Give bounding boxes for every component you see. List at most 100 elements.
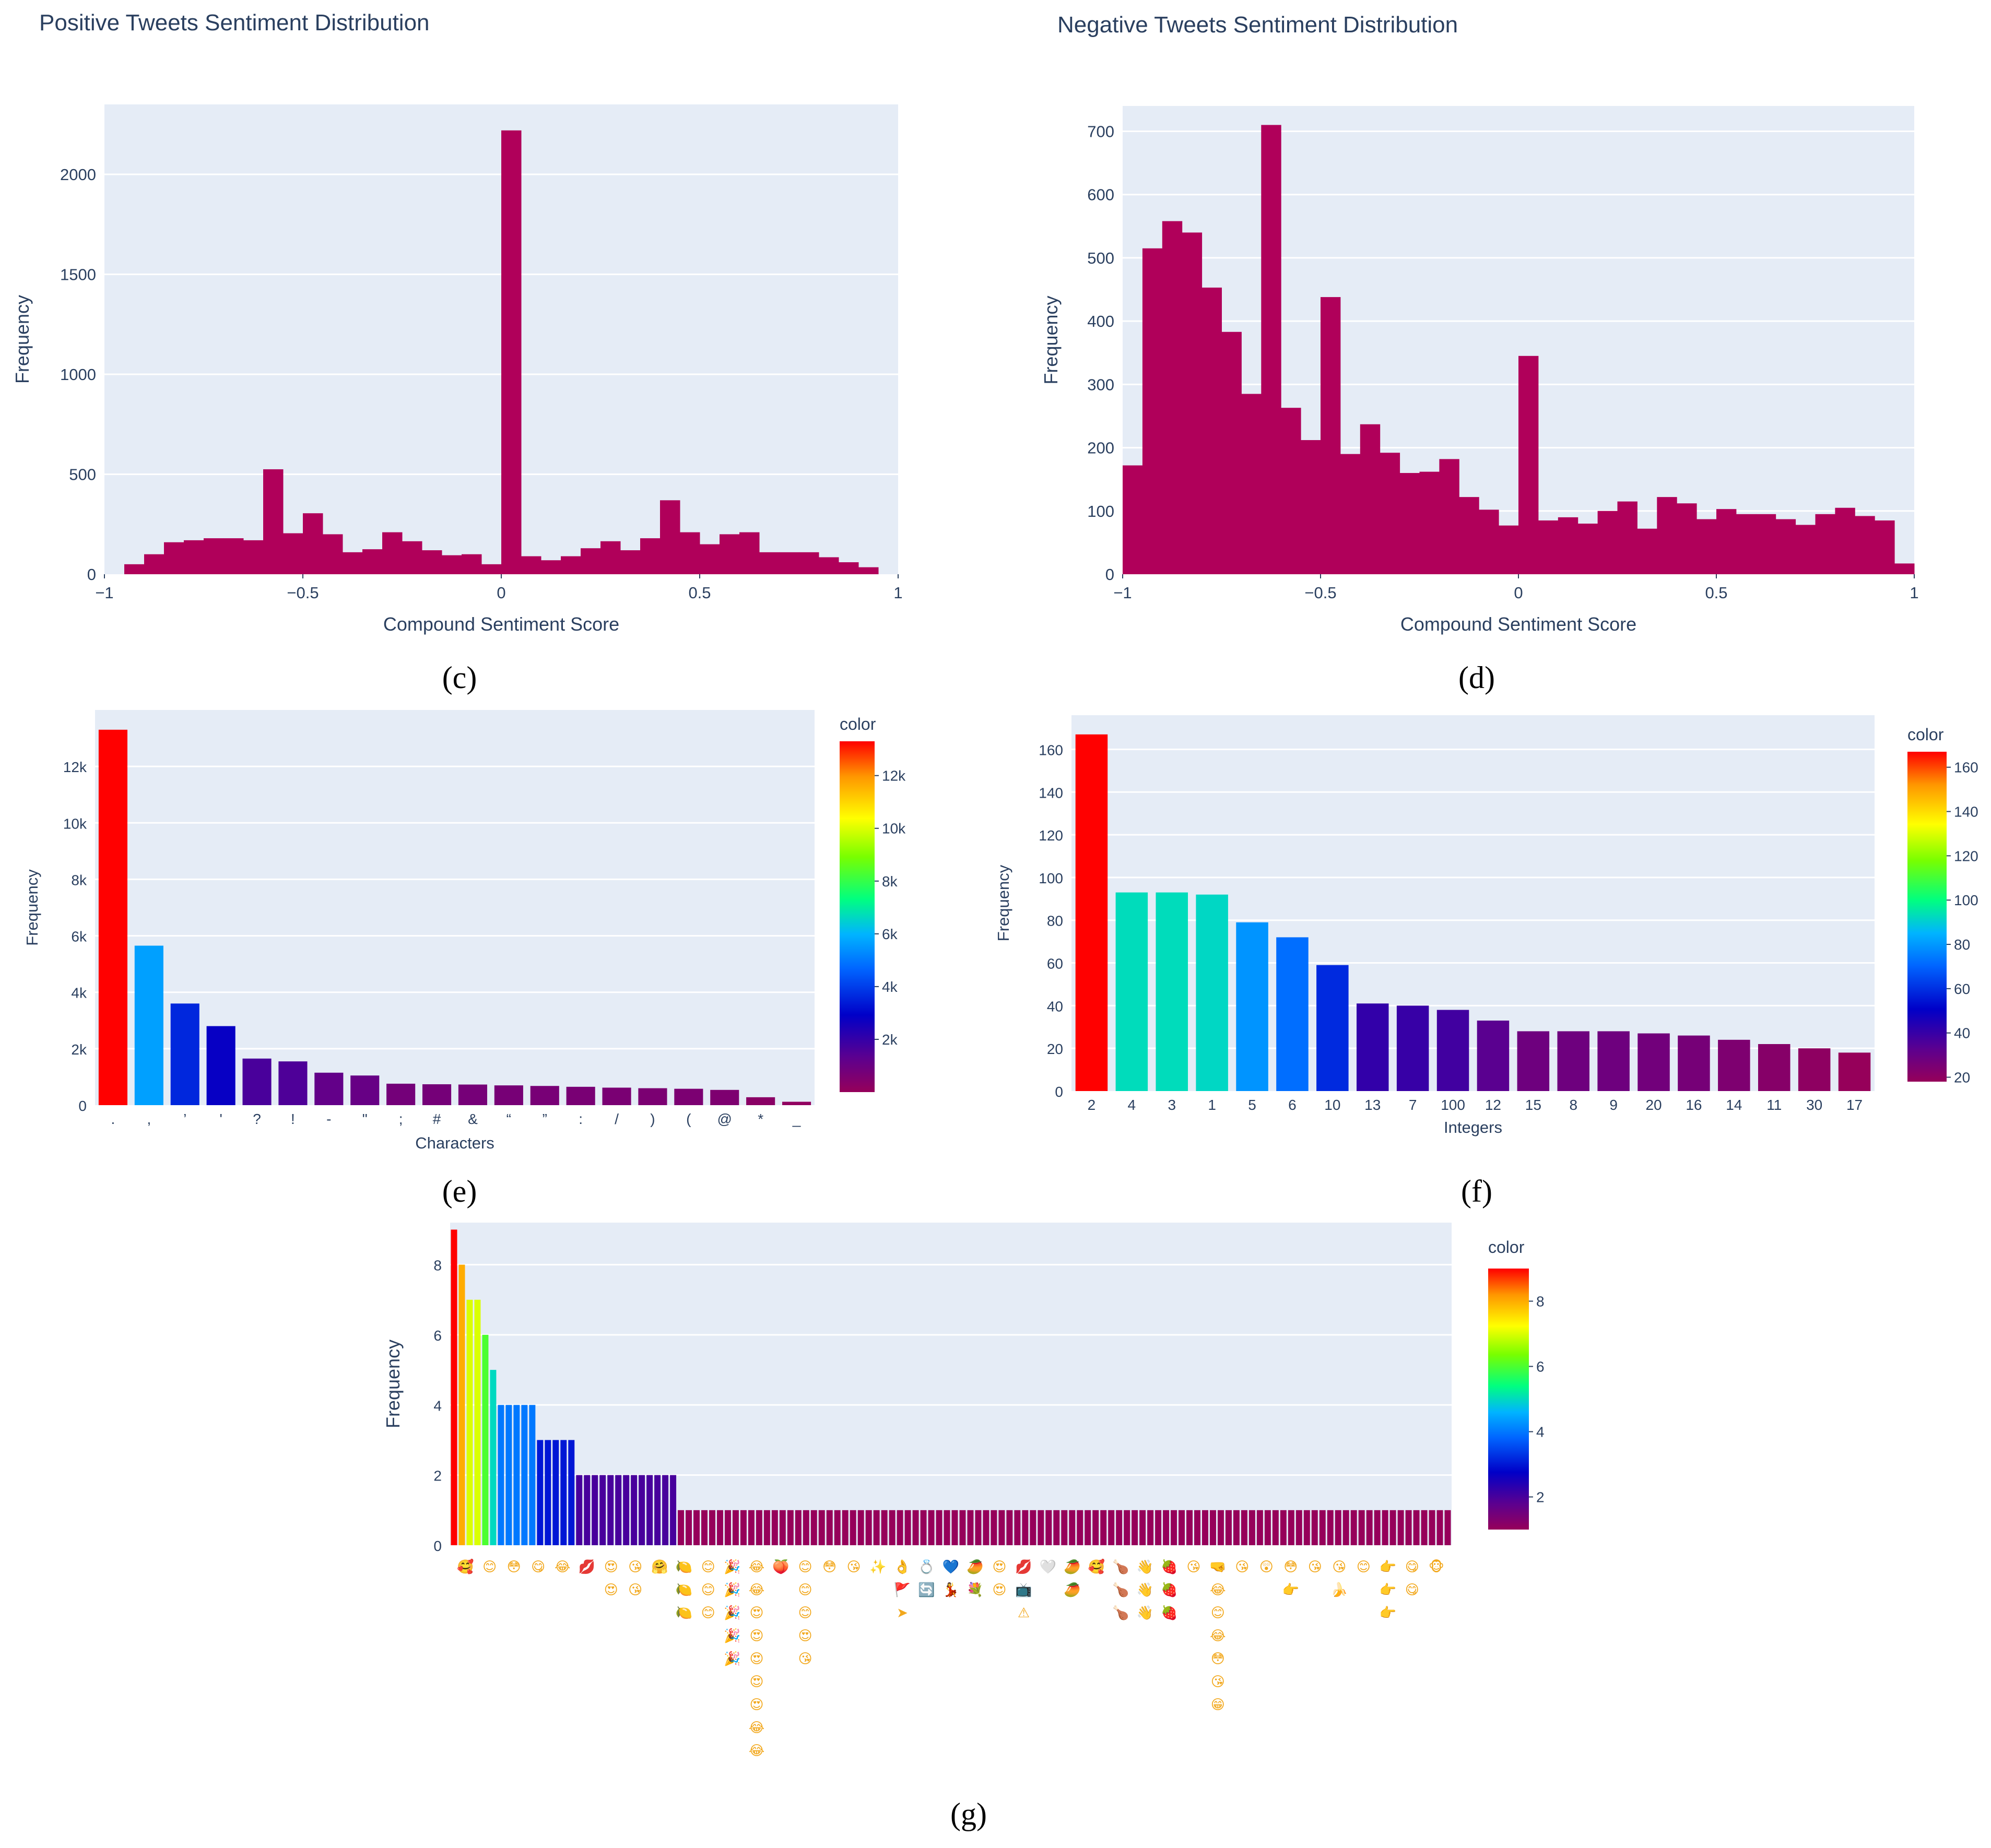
x-tick-emoji: 🐵	[1429, 1559, 1444, 1575]
panel-label: (e)	[442, 1174, 477, 1209]
x-tick-emoji: 🎉	[724, 1651, 740, 1667]
histogram-bar	[124, 564, 145, 574]
x-tick-label: !	[291, 1111, 295, 1127]
x-tick-emoji: 💍	[918, 1559, 935, 1575]
bar	[529, 1405, 536, 1545]
histogram-bar	[1677, 503, 1697, 574]
bar	[1316, 965, 1349, 1091]
bar	[242, 1058, 272, 1105]
x-tick-label: 1	[893, 584, 902, 602]
y-axis-label: Frequency	[11, 295, 33, 384]
y-tick-label: 20	[1047, 1041, 1063, 1057]
histogram-bar	[1241, 394, 1262, 574]
bar	[1085, 1510, 1091, 1545]
colorbar	[1907, 752, 1947, 1082]
bar	[912, 1510, 919, 1545]
x-tick-emoji: 😘	[1211, 1674, 1225, 1690]
bar	[1288, 1510, 1294, 1545]
y-tick-label: 0	[1055, 1084, 1063, 1100]
x-tick-emoji: 😍	[992, 1582, 1006, 1598]
bar	[873, 1510, 880, 1545]
histogram-bar	[1301, 440, 1321, 574]
colorbar-tick-label: 2k	[882, 1032, 898, 1048]
bar	[771, 1510, 778, 1545]
x-tick-label: 3	[1168, 1097, 1176, 1113]
histogram-bar	[759, 552, 780, 574]
colorbar-tick-label: 4k	[882, 979, 898, 995]
colorbar-tick-label: 100	[1954, 892, 1978, 908]
x-axis-label: Compound Sentiment Score	[1400, 613, 1636, 635]
bar	[1350, 1510, 1357, 1545]
y-axis-label: Frequency	[994, 864, 1012, 941]
bar	[1303, 1510, 1310, 1545]
x-tick-emoji: 💐	[967, 1581, 983, 1598]
x-tick-label: −1	[1113, 584, 1132, 602]
histogram-bar	[1855, 516, 1875, 574]
x-tick-emoji: 👋	[1137, 1605, 1153, 1621]
chart-g: 0 2 4 6 8 Frequency color 2 4 6 8 (g) 🥰 😊 😳 😋 😂 💋 😍 😍 😘 😘 🤗 🍋 🍋 🍋…	[382, 1223, 1545, 1831]
x-tick-emoji: 😍	[750, 1628, 764, 1644]
x-tick-label: 12	[1485, 1097, 1501, 1113]
bar	[1100, 1510, 1107, 1545]
bar	[1156, 892, 1188, 1091]
colorbar	[1488, 1269, 1529, 1530]
y-tick-label: 1000	[60, 365, 96, 384]
bar	[1356, 1003, 1389, 1091]
bar	[638, 1088, 667, 1105]
x-tick-emoji: 😊	[1211, 1605, 1225, 1621]
histogram-bar	[561, 556, 581, 574]
bar	[709, 1510, 715, 1545]
y-tick-label: 10k	[63, 815, 87, 832]
bar	[662, 1475, 669, 1545]
x-tick-emoji: 💋	[578, 1559, 595, 1575]
panel-label: (d)	[1458, 660, 1495, 695]
x-tick-emoji: 😲	[1259, 1559, 1274, 1575]
x-tick-emoji: 😘	[1332, 1559, 1346, 1575]
bar	[724, 1510, 731, 1545]
histogram-bar	[184, 540, 204, 574]
colorbar-tick-label: 6	[1536, 1359, 1545, 1375]
x-tick-emoji: 🚩	[894, 1582, 911, 1598]
colorbar-tick-label: 120	[1954, 848, 1978, 864]
bar	[782, 1101, 811, 1105]
colorbar-tick-label: 12k	[882, 768, 906, 784]
x-tick-emoji: 😍	[750, 1674, 764, 1690]
bar	[944, 1510, 950, 1545]
bar	[746, 1097, 775, 1105]
x-tick-label: '	[219, 1111, 222, 1127]
x-tick-emoji: 🎉	[724, 1628, 740, 1644]
histogram-bar	[442, 555, 462, 574]
x-tick-label: *	[758, 1111, 763, 1127]
bar	[1171, 1510, 1177, 1545]
y-tick-label: 0	[1105, 565, 1114, 584]
y-axis-label: Frequency	[23, 869, 41, 946]
bar	[732, 1510, 739, 1545]
bar	[1075, 734, 1108, 1091]
bar	[1179, 1510, 1185, 1545]
x-tick-label: ;	[399, 1111, 403, 1127]
x-tick-emoji: 🍋	[675, 1559, 692, 1575]
bar	[1358, 1510, 1365, 1545]
colorbar-tick-label: 40	[1954, 1025, 1970, 1041]
histogram-bar	[1756, 514, 1776, 574]
x-tick-label: 14	[1726, 1097, 1742, 1113]
bar	[466, 1299, 473, 1545]
bar	[865, 1510, 872, 1545]
x-tick-emoji: 😳	[507, 1559, 521, 1575]
x-tick-emoji: 🍌	[1331, 1582, 1348, 1598]
x-tick-emoji: 🍓	[1161, 1582, 1177, 1598]
x-tick-label: 15	[1525, 1097, 1541, 1113]
x-tick-emoji: 😁	[1211, 1697, 1225, 1713]
x-tick-label: 100	[1441, 1097, 1465, 1113]
x-tick-label: 10	[1324, 1097, 1340, 1113]
x-tick-emoji: 😋	[1405, 1559, 1419, 1575]
colorbar-tick-label: 8k	[882, 873, 898, 890]
x-tick-emoji: 🎉	[724, 1605, 740, 1621]
bar	[920, 1510, 927, 1545]
bar	[422, 1084, 452, 1105]
x-tick-label: 20	[1645, 1097, 1662, 1113]
histogram-bar	[1775, 519, 1796, 574]
bar	[983, 1510, 989, 1545]
bar	[1186, 1510, 1193, 1545]
bar	[134, 945, 163, 1105]
